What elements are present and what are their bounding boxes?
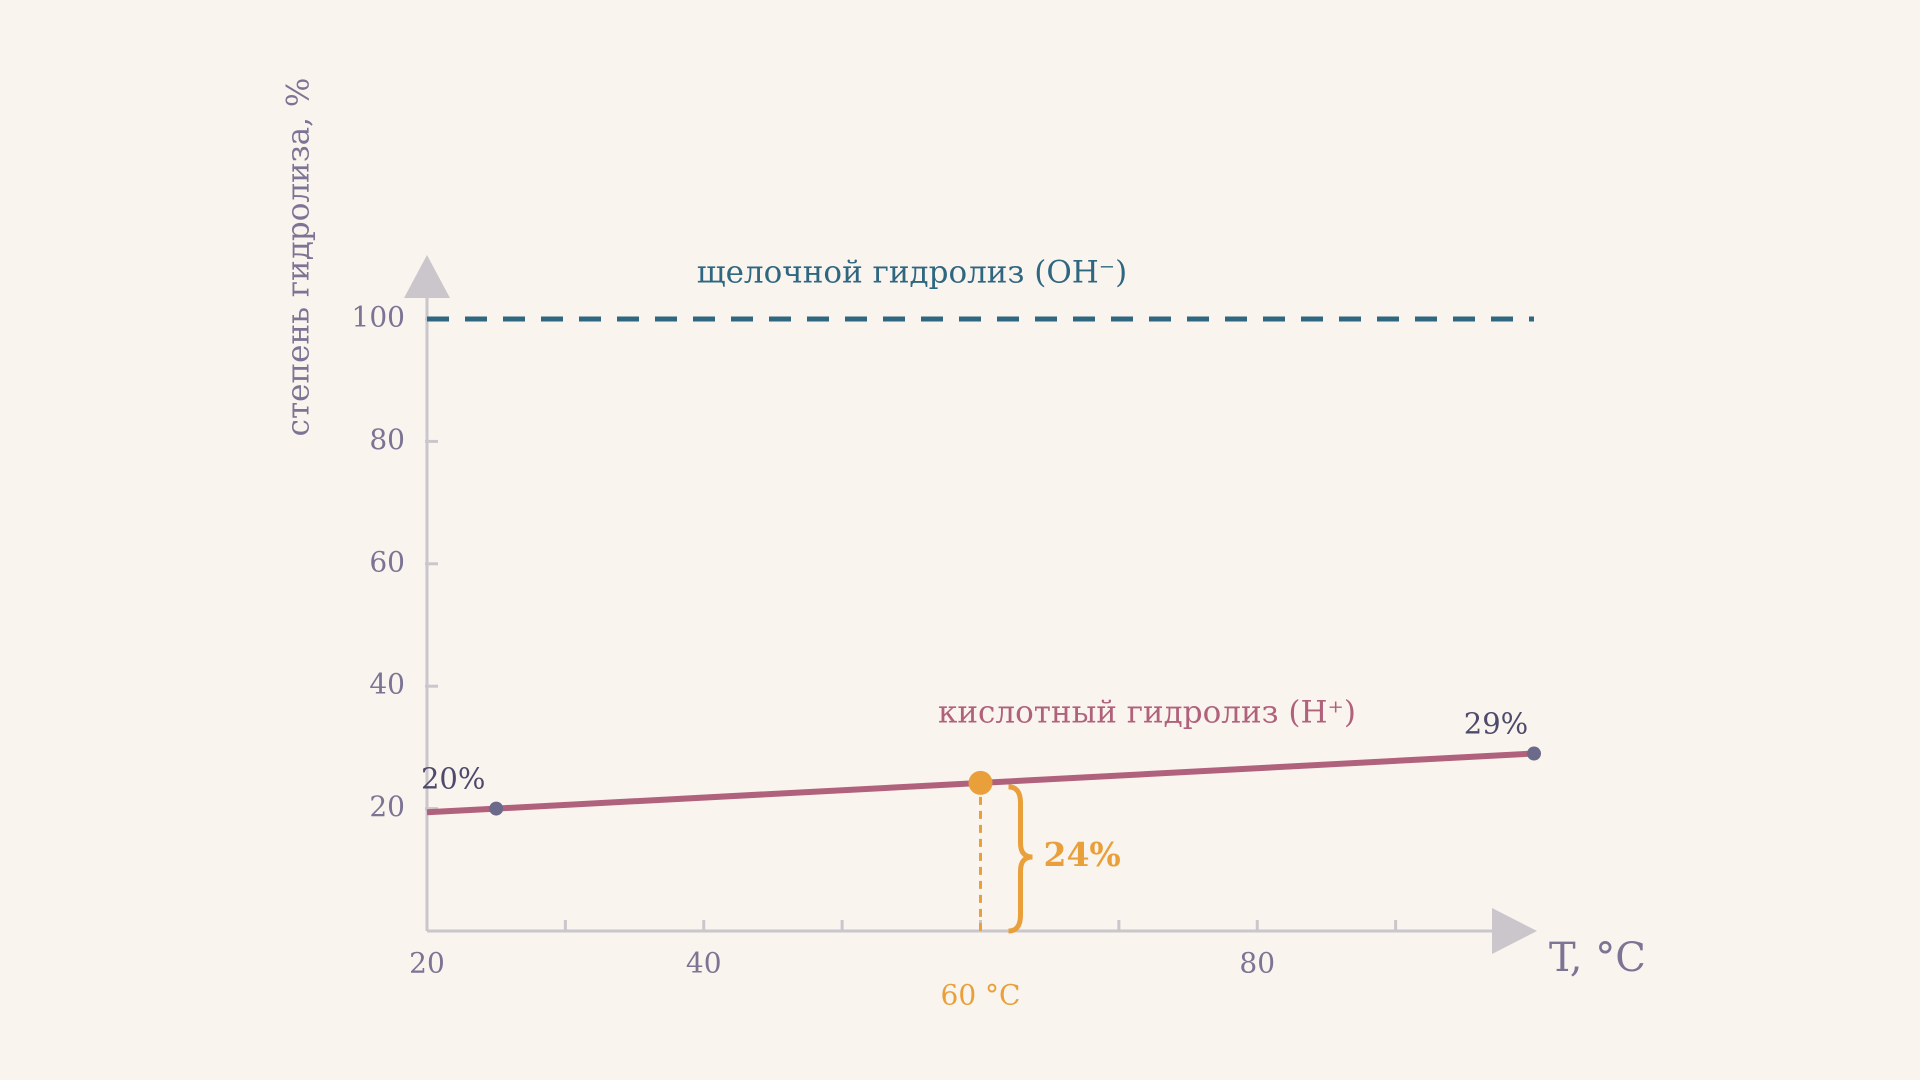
x-axis-arrow bbox=[1492, 908, 1537, 954]
x-tick-label: 80 bbox=[1239, 947, 1275, 980]
y-tick-label: 20 bbox=[369, 790, 405, 823]
y-axis-label: степень гидролиза, % bbox=[281, 78, 317, 437]
y-axis-arrow bbox=[404, 255, 450, 298]
data-point bbox=[489, 801, 504, 816]
y-tick-label: 60 bbox=[369, 545, 405, 578]
y-tick-label: 40 bbox=[369, 668, 405, 701]
highlight-point bbox=[968, 770, 993, 795]
series-label: щелочной гидролиз (OH⁻) bbox=[697, 255, 1127, 291]
highlight-x-label: 60 °C bbox=[941, 979, 1021, 1012]
brace bbox=[1008, 784, 1033, 934]
data-point bbox=[1527, 746, 1541, 761]
data-label: 20% bbox=[421, 762, 485, 796]
data-label: 29% bbox=[1464, 707, 1528, 741]
x-tick-label: 20 bbox=[409, 947, 445, 980]
y-tick-label: 80 bbox=[369, 423, 405, 456]
highlight-label: 24% bbox=[1044, 835, 1121, 874]
x-axis-label: T, °C bbox=[1549, 935, 1646, 981]
x-tick-label: 40 bbox=[686, 947, 722, 980]
y-tick-label: 100 bbox=[352, 301, 405, 334]
series-label: кислотный гидролиз (H⁺) bbox=[938, 695, 1356, 731]
